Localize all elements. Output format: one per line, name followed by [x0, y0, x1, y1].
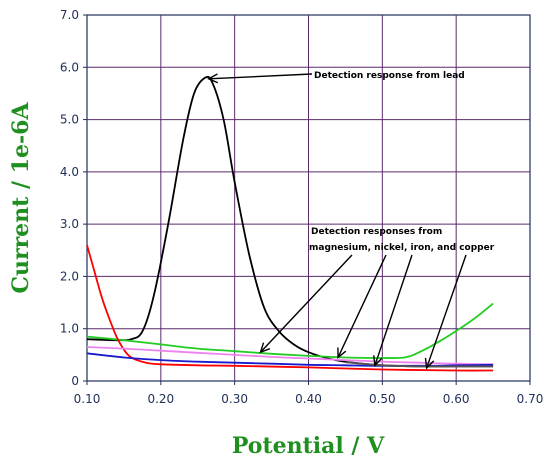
x-tick-label: 0.50 — [369, 392, 396, 406]
x-tick-label: 0.40 — [295, 392, 322, 406]
x-tick-label: 0.60 — [443, 392, 470, 406]
x-tick-label: 0.20 — [147, 392, 174, 406]
arrow-head — [372, 355, 383, 367]
y-tick-label: 7.0 — [60, 8, 79, 22]
arrow-head — [259, 342, 271, 354]
annotation-arrows — [207, 73, 467, 370]
x-axis-title: Potential / V — [232, 433, 385, 459]
arrow-shaft — [425, 254, 467, 369]
y-axis-title: Current / 1e-6A — [8, 102, 34, 294]
series-line-5 — [345, 361, 494, 368]
arrow-shaft — [208, 73, 313, 80]
arrow-head — [337, 347, 347, 359]
annotation-others-line1: Detection responses from — [311, 227, 442, 237]
x-tick-label: 0.10 — [74, 392, 101, 406]
arrow-shaft — [259, 254, 353, 353]
annotation-lead: Detection response from lead — [314, 71, 465, 81]
arrow-head — [424, 357, 435, 370]
y-tick-label: 3.0 — [60, 217, 79, 231]
x-tick-label: 0.70 — [517, 392, 544, 406]
series-line-2 — [86, 244, 494, 372]
grid — [87, 15, 530, 381]
series-line-1 — [86, 302, 494, 359]
arrow-head — [207, 73, 219, 84]
y-tick-label: 1.0 — [60, 322, 79, 336]
annotations: Detection response from lead Detection r… — [309, 71, 495, 253]
x-tick-label: 0.30 — [221, 392, 248, 406]
y-tick-label: 5.0 — [60, 113, 79, 127]
series-line-3 — [86, 346, 494, 366]
annotation-others-line2: magnesium, nickel, iron, and copper — [309, 243, 495, 253]
y-tick-label: 2.0 — [60, 269, 79, 283]
series-layer — [86, 75, 494, 372]
y-tick-label: 6.0 — [60, 60, 79, 74]
y-tick-labels: 0 1.0 2.0 3.0 4.0 5.0 6.0 7.0 — [60, 8, 87, 388]
x-tick-labels: 0.10 0.20 0.30 0.40 0.50 0.60 0.70 — [74, 381, 544, 406]
y-tick-label: 4.0 — [60, 165, 79, 179]
y-tick-label: 0 — [71, 374, 79, 388]
arrow-shaft — [337, 254, 387, 358]
arrow-shaft — [374, 254, 413, 366]
